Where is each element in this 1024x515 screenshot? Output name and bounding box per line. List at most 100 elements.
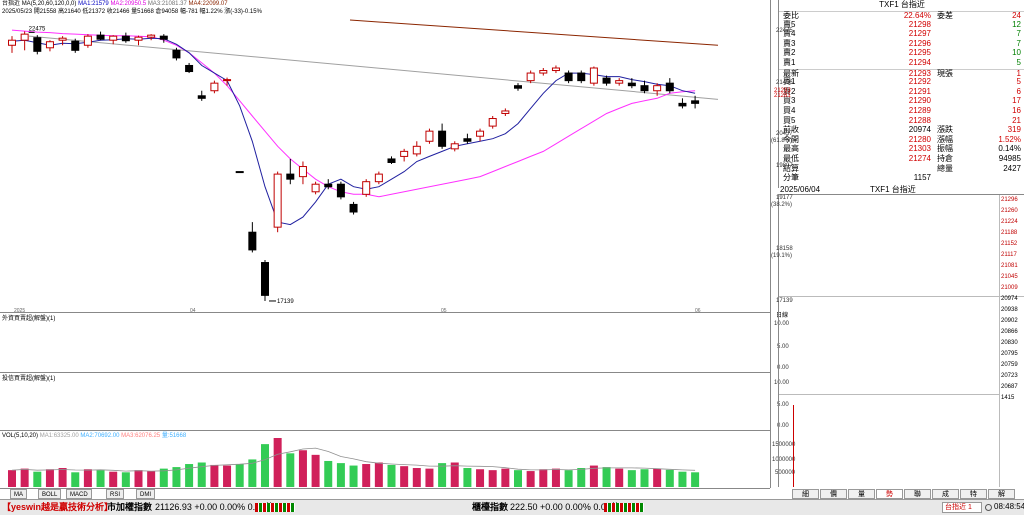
quote-value-2: 7 xyxy=(1016,38,1021,48)
candle[interactable] xyxy=(691,95,700,109)
candle[interactable] xyxy=(96,31,105,41)
tick-axis-label: 20795 xyxy=(1001,351,1018,357)
candle[interactable] xyxy=(311,181,320,195)
volume-bar xyxy=(147,471,156,487)
volume-bar xyxy=(235,464,244,487)
right-tab-6[interactable]: 特 xyxy=(960,489,987,499)
price-tick-18158: 18158 xyxy=(776,246,793,253)
candle[interactable] xyxy=(109,35,118,45)
quote-label-2: 振幅 xyxy=(937,144,953,154)
candle[interactable] xyxy=(349,201,358,215)
quote-value: 21288 xyxy=(908,115,931,125)
bar-close: 收21466 xyxy=(106,9,130,15)
volume-panel-header: VOL(5,10,20) MA1:63325.00 MA2:70692.00 M… xyxy=(2,433,186,439)
price-axis xyxy=(770,0,778,312)
candle[interactable] xyxy=(450,141,459,152)
right-tab-7[interactable]: 解 xyxy=(988,489,1015,499)
candle[interactable] xyxy=(665,78,674,94)
volume-bar xyxy=(678,471,687,487)
candle[interactable] xyxy=(551,65,560,74)
candle[interactable] xyxy=(324,179,333,190)
candle[interactable] xyxy=(463,133,472,144)
candle[interactable] xyxy=(577,70,586,84)
candle[interactable] xyxy=(400,148,409,162)
candle[interactable] xyxy=(210,80,219,94)
candle[interactable] xyxy=(627,78,636,89)
tab-rsi[interactable]: RSI xyxy=(106,489,125,499)
candle[interactable] xyxy=(640,80,649,94)
candle[interactable] xyxy=(678,98,687,109)
candle[interactable] xyxy=(45,40,54,52)
right-tab-3[interactable]: 勢 xyxy=(876,489,903,499)
quote-row: 買3 21290 17 xyxy=(779,97,1024,106)
candle[interactable] xyxy=(362,179,371,197)
quote-value-2: 17 xyxy=(1012,96,1021,106)
candle[interactable] xyxy=(58,36,67,46)
candle[interactable] xyxy=(374,171,383,185)
volume-bar xyxy=(45,469,54,487)
quote-label-2: 現張 xyxy=(937,68,953,78)
candle[interactable] xyxy=(71,38,80,53)
candle[interactable] xyxy=(602,75,611,86)
quote-label: 分筆 xyxy=(783,173,799,183)
tick-axis-label: 20938 xyxy=(1001,307,1018,313)
candle[interactable] xyxy=(412,141,421,157)
candle[interactable] xyxy=(20,31,29,51)
candle[interactable] xyxy=(121,32,130,43)
right-tab-2[interactable]: 量 xyxy=(848,489,875,499)
tab-macd[interactable]: MACD xyxy=(66,489,92,499)
volume-bar xyxy=(665,469,674,487)
candle[interactable] xyxy=(8,36,16,53)
candle[interactable] xyxy=(273,171,282,233)
candle[interactable] xyxy=(134,35,143,46)
volume-bar xyxy=(362,464,371,487)
right-tab-0[interactable]: 細 xyxy=(792,489,819,499)
volume-bar xyxy=(210,464,219,487)
tab-dmi[interactable]: DMI xyxy=(136,489,155,499)
volume-bar xyxy=(539,469,548,487)
candle[interactable] xyxy=(261,260,269,301)
candle[interactable] xyxy=(83,34,92,48)
candle[interactable] xyxy=(197,90,206,101)
volume-bar xyxy=(463,468,472,487)
right-tab-4[interactable]: 聯 xyxy=(904,489,931,499)
candle[interactable] xyxy=(33,35,42,55)
quote-label: 前收 xyxy=(783,125,799,135)
candle[interactable] xyxy=(589,66,598,86)
candle[interactable] xyxy=(615,78,624,86)
symbol-dropdown[interactable]: 台指近 1 xyxy=(942,502,982,513)
candle[interactable] xyxy=(159,34,168,43)
candle[interactable] xyxy=(501,108,510,116)
candle[interactable] xyxy=(653,83,662,96)
right-tab-1[interactable]: 價 xyxy=(820,489,847,499)
right-tab-5[interactable]: 成 xyxy=(932,489,959,499)
quote-title: TXF1 台指近 xyxy=(879,0,925,9)
sub2-tick-0: 0.00 xyxy=(777,423,789,429)
candle[interactable] xyxy=(235,171,244,174)
tab-boll[interactable]: BOLL xyxy=(38,489,62,499)
candle[interactable] xyxy=(476,128,485,142)
intraday-tick-chart[interactable]: 1415 21296 21260 21224 21188 21152 21117 21081… xyxy=(778,195,1024,487)
candle[interactable] xyxy=(223,77,232,86)
candle[interactable] xyxy=(185,62,194,74)
candle[interactable] xyxy=(336,181,345,200)
volume-bar xyxy=(197,462,206,487)
candle[interactable] xyxy=(539,68,548,76)
candle[interactable] xyxy=(514,83,522,91)
candle[interactable] xyxy=(564,70,573,84)
candlestick-chart[interactable]: 22475 17139 xyxy=(0,0,770,312)
quote-row: 買2 21291 6 xyxy=(779,87,1024,97)
candle[interactable] xyxy=(438,123,447,149)
candle[interactable] xyxy=(286,158,295,185)
brand-label[interactable]: 【yeswin越是贏技術分析】 xyxy=(2,502,114,512)
candle[interactable] xyxy=(425,128,434,144)
candle[interactable] xyxy=(298,161,307,185)
tab-ma[interactable]: MA xyxy=(10,489,27,499)
candle[interactable] xyxy=(526,70,535,84)
candle[interactable] xyxy=(172,47,181,61)
candle[interactable] xyxy=(147,34,156,41)
candle[interactable] xyxy=(248,222,257,253)
candle[interactable] xyxy=(488,116,497,129)
quote-value-2: 5 xyxy=(1016,58,1021,67)
candle[interactable] xyxy=(387,156,396,164)
